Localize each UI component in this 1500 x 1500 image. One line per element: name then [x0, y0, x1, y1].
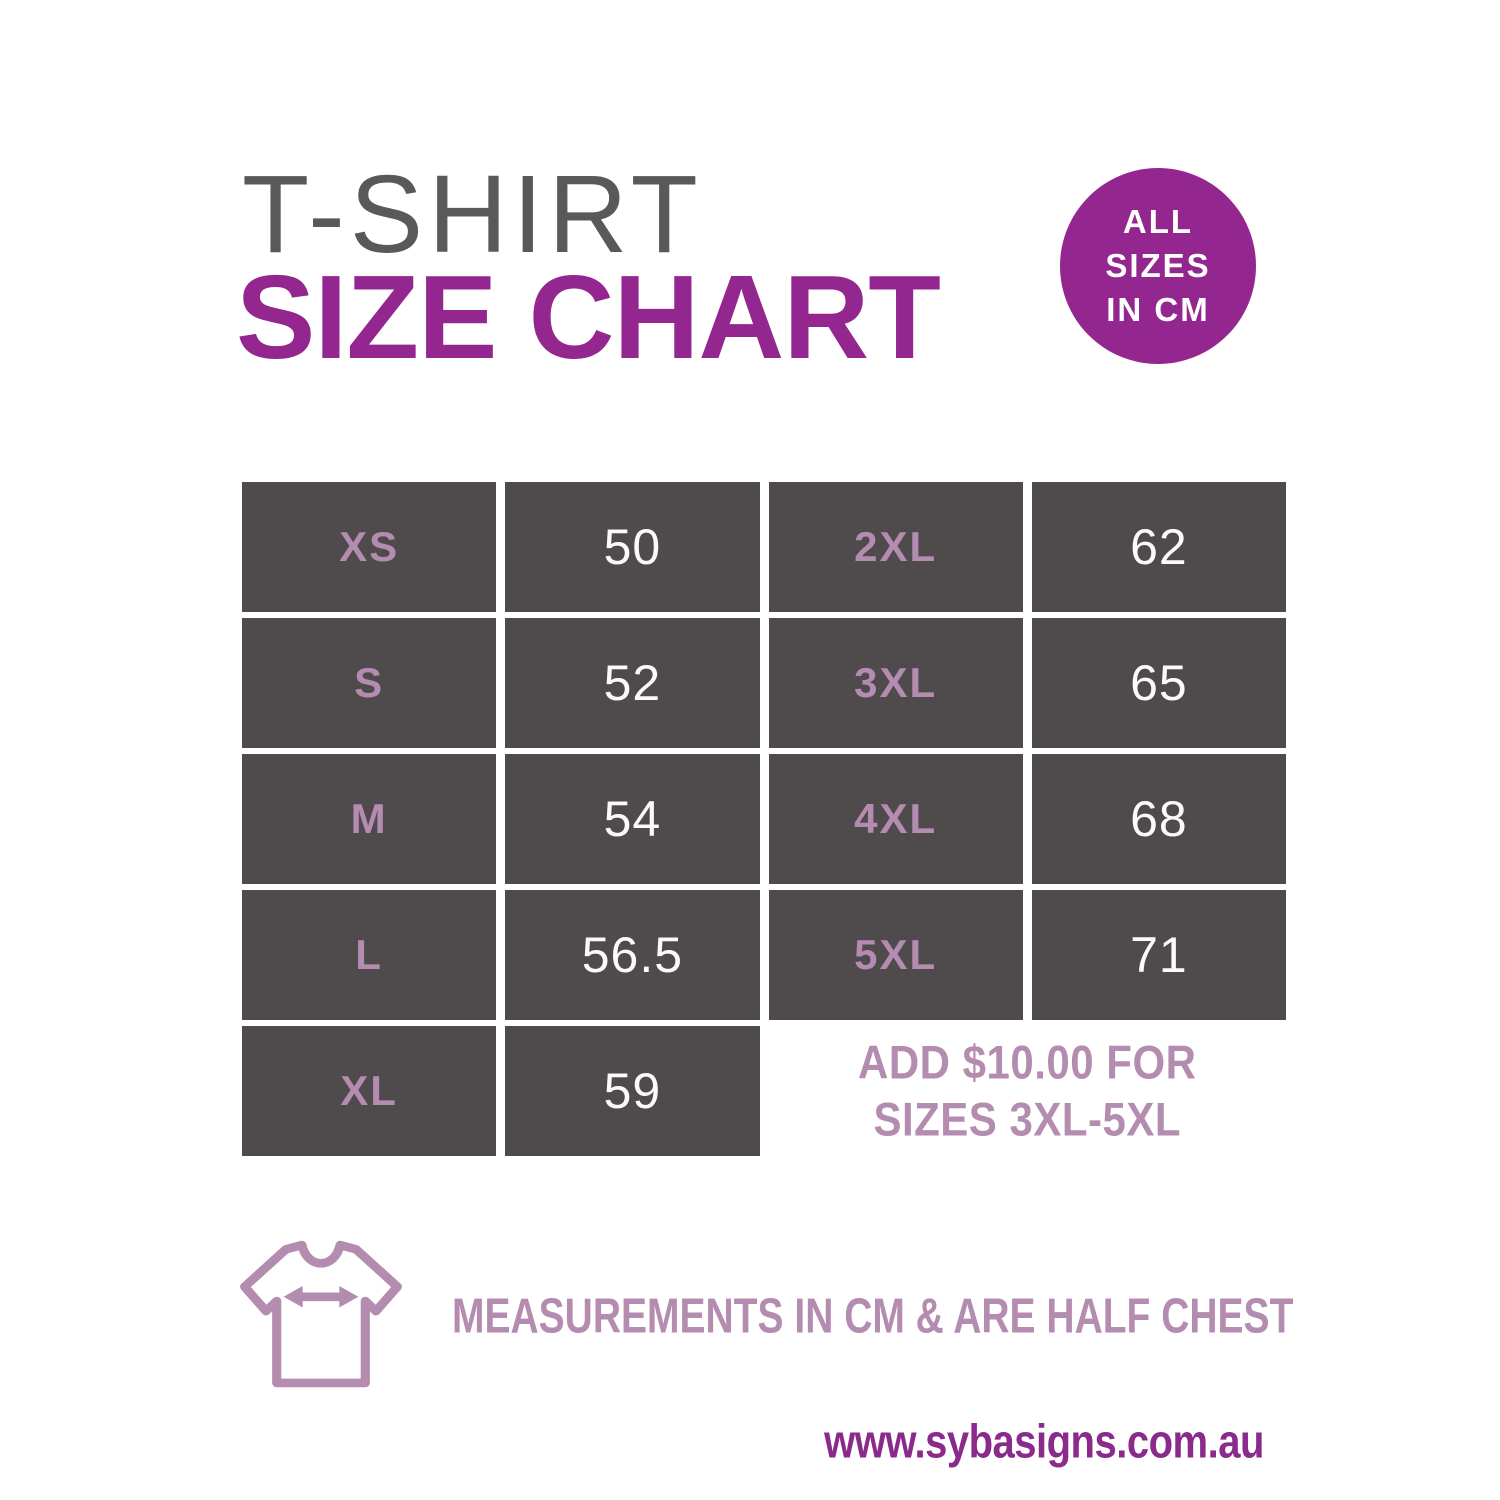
cell-size-2xl: 2XL	[768, 482, 1023, 612]
size-value: 62	[1130, 519, 1188, 575]
cell-size-s: S	[242, 618, 497, 748]
cell-value-3xl: 65	[1031, 618, 1286, 748]
size-label: 2XL	[854, 523, 938, 570]
size-value: 54	[603, 791, 662, 847]
size-table: XS 50 2XL 62 S 52 3XL 65 M 54 4XL 68 L 5…	[242, 482, 1286, 1156]
size-value: 59	[603, 1063, 662, 1119]
tshirt-width-arrow-icon	[237, 1235, 405, 1393]
size-label: L	[355, 931, 383, 978]
size-value: 52	[603, 655, 662, 711]
size-value: 56.5	[581, 927, 684, 983]
size-label: 3XL	[854, 659, 938, 706]
cell-value-xl: 59	[505, 1026, 760, 1156]
cell-value-4xl: 68	[1031, 754, 1286, 884]
website-url: www.sybasigns.com.au	[824, 1416, 1264, 1468]
surcharge-note-line2: SIZES 3XL-5XL	[873, 1093, 1182, 1146]
size-value: 71	[1130, 927, 1188, 983]
size-label: M	[350, 795, 388, 842]
surcharge-note-line1: ADD $10.00 FOR	[858, 1036, 1197, 1089]
badge-line1: ALL	[1122, 203, 1194, 240]
surcharge-note: ADD $10.00 FOR SIZES 3XL-5XL	[769, 1026, 1287, 1156]
cell-size-l: L	[242, 890, 497, 1020]
size-label: XS	[339, 523, 400, 570]
size-value: 50	[603, 519, 662, 575]
measurement-note: MEASUREMENTS IN CM & ARE HALF CHEST	[452, 1290, 1294, 1344]
cell-value-5xl: 71	[1031, 890, 1286, 1020]
page-title-line2: SIZE CHART	[236, 251, 941, 384]
cell-size-5xl: 5XL	[768, 890, 1023, 1020]
cell-value-2xl: 62	[1031, 482, 1286, 612]
size-value: 68	[1130, 791, 1188, 847]
all-sizes-badge-text: ALL SIZES IN CM	[1105, 200, 1210, 332]
size-label: 5XL	[854, 931, 938, 978]
cell-value-s: 52	[505, 618, 760, 748]
cell-value-l: 56.5	[505, 890, 760, 1020]
size-label: S	[354, 659, 385, 706]
cell-size-m: M	[242, 754, 497, 884]
cell-size-3xl: 3XL	[768, 618, 1023, 748]
cell-size-4xl: 4XL	[768, 754, 1023, 884]
size-value: 65	[1130, 655, 1188, 711]
badge-line3: IN CM	[1106, 291, 1210, 328]
badge-line2: SIZES	[1105, 247, 1211, 284]
size-label: 4XL	[854, 795, 938, 842]
cell-value-xs: 50	[505, 482, 760, 612]
page-title-line1: T-SHIRT	[242, 153, 703, 276]
cell-size-xl: XL	[242, 1026, 497, 1156]
size-label: XL	[340, 1067, 398, 1114]
cell-size-xs: XS	[242, 482, 497, 612]
cell-value-m: 54	[505, 754, 760, 884]
all-sizes-badge: ALL SIZES IN CM	[1060, 168, 1256, 364]
